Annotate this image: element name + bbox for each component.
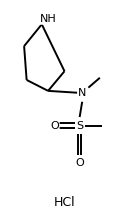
Text: N: N [78, 88, 86, 98]
Text: NH: NH [40, 14, 57, 24]
Text: O: O [75, 158, 84, 168]
Text: O: O [50, 121, 59, 131]
Text: HCl: HCl [54, 196, 75, 209]
Text: S: S [76, 121, 83, 131]
